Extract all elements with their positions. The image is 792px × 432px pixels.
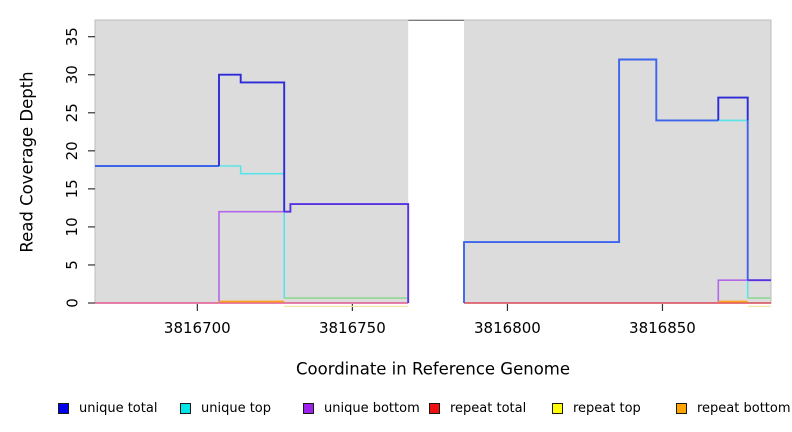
- legend-swatch: [180, 402, 191, 414]
- segment-unique-bottom-left: [218, 210, 291, 302]
- legend: unique total unique top unique bottom repea…: [0, 399, 792, 421]
- legend-swatch: [676, 402, 687, 414]
- no-coverage-gap: [408, 18, 465, 304]
- x-tick-label: 3816850: [629, 319, 696, 337]
- legend-label: unique top: [201, 400, 272, 416]
- segment-unique-total-13-shelf: [284, 203, 410, 303]
- legend-swatch: [58, 402, 69, 414]
- segment-unique-total-left-box: [218, 73, 286, 212]
- x-axis-title: Coordinate in Reference Genome: [295, 359, 571, 379]
- legend-label: repeat top: [573, 400, 641, 416]
- x-tick-label: 3816700: [164, 319, 231, 337]
- legend-item-repeat-total: repeat total: [429, 400, 527, 416]
- legend-item-repeat-top: repeat top: [552, 400, 641, 416]
- legend-swatch: [429, 402, 440, 414]
- y-axis-title: Read Coverage Depth: [17, 71, 37, 253]
- legend-swatch: [552, 402, 563, 414]
- x-tick-label: 3816800: [474, 319, 541, 337]
- segment-unique-bottom-right: [717, 279, 748, 302]
- segment-unique-total-right-main: [463, 58, 719, 303]
- legend-label: unique total: [79, 400, 158, 416]
- y-tick-label: 10: [63, 217, 81, 236]
- y-tick-label: 30: [63, 65, 81, 84]
- y-tick-label: 25: [63, 103, 81, 122]
- x-tick-label: 3816750: [319, 319, 386, 337]
- y-tick-label: 35: [63, 27, 81, 46]
- y-tick-label: 0: [63, 298, 81, 308]
- y-tick-label: 20: [63, 141, 81, 160]
- segment-unique-total-right-box: [717, 96, 749, 121]
- y-tick-label: 15: [63, 179, 81, 198]
- segment-unique-top-left-visible: [219, 165, 286, 299]
- legend-label: repeat total: [450, 400, 527, 416]
- legend-swatch: [303, 402, 314, 414]
- legend-item-unique-total: unique total: [58, 400, 158, 416]
- legend-item-unique-top: unique top: [180, 400, 272, 416]
- legend-item-repeat-bottom: repeat bottom: [676, 400, 791, 416]
- legend-item-unique-bottom: unique bottom: [303, 400, 420, 416]
- legend-label: repeat bottom: [697, 400, 791, 416]
- y-tick-label: 5: [63, 260, 81, 270]
- legend-label: unique bottom: [324, 400, 420, 416]
